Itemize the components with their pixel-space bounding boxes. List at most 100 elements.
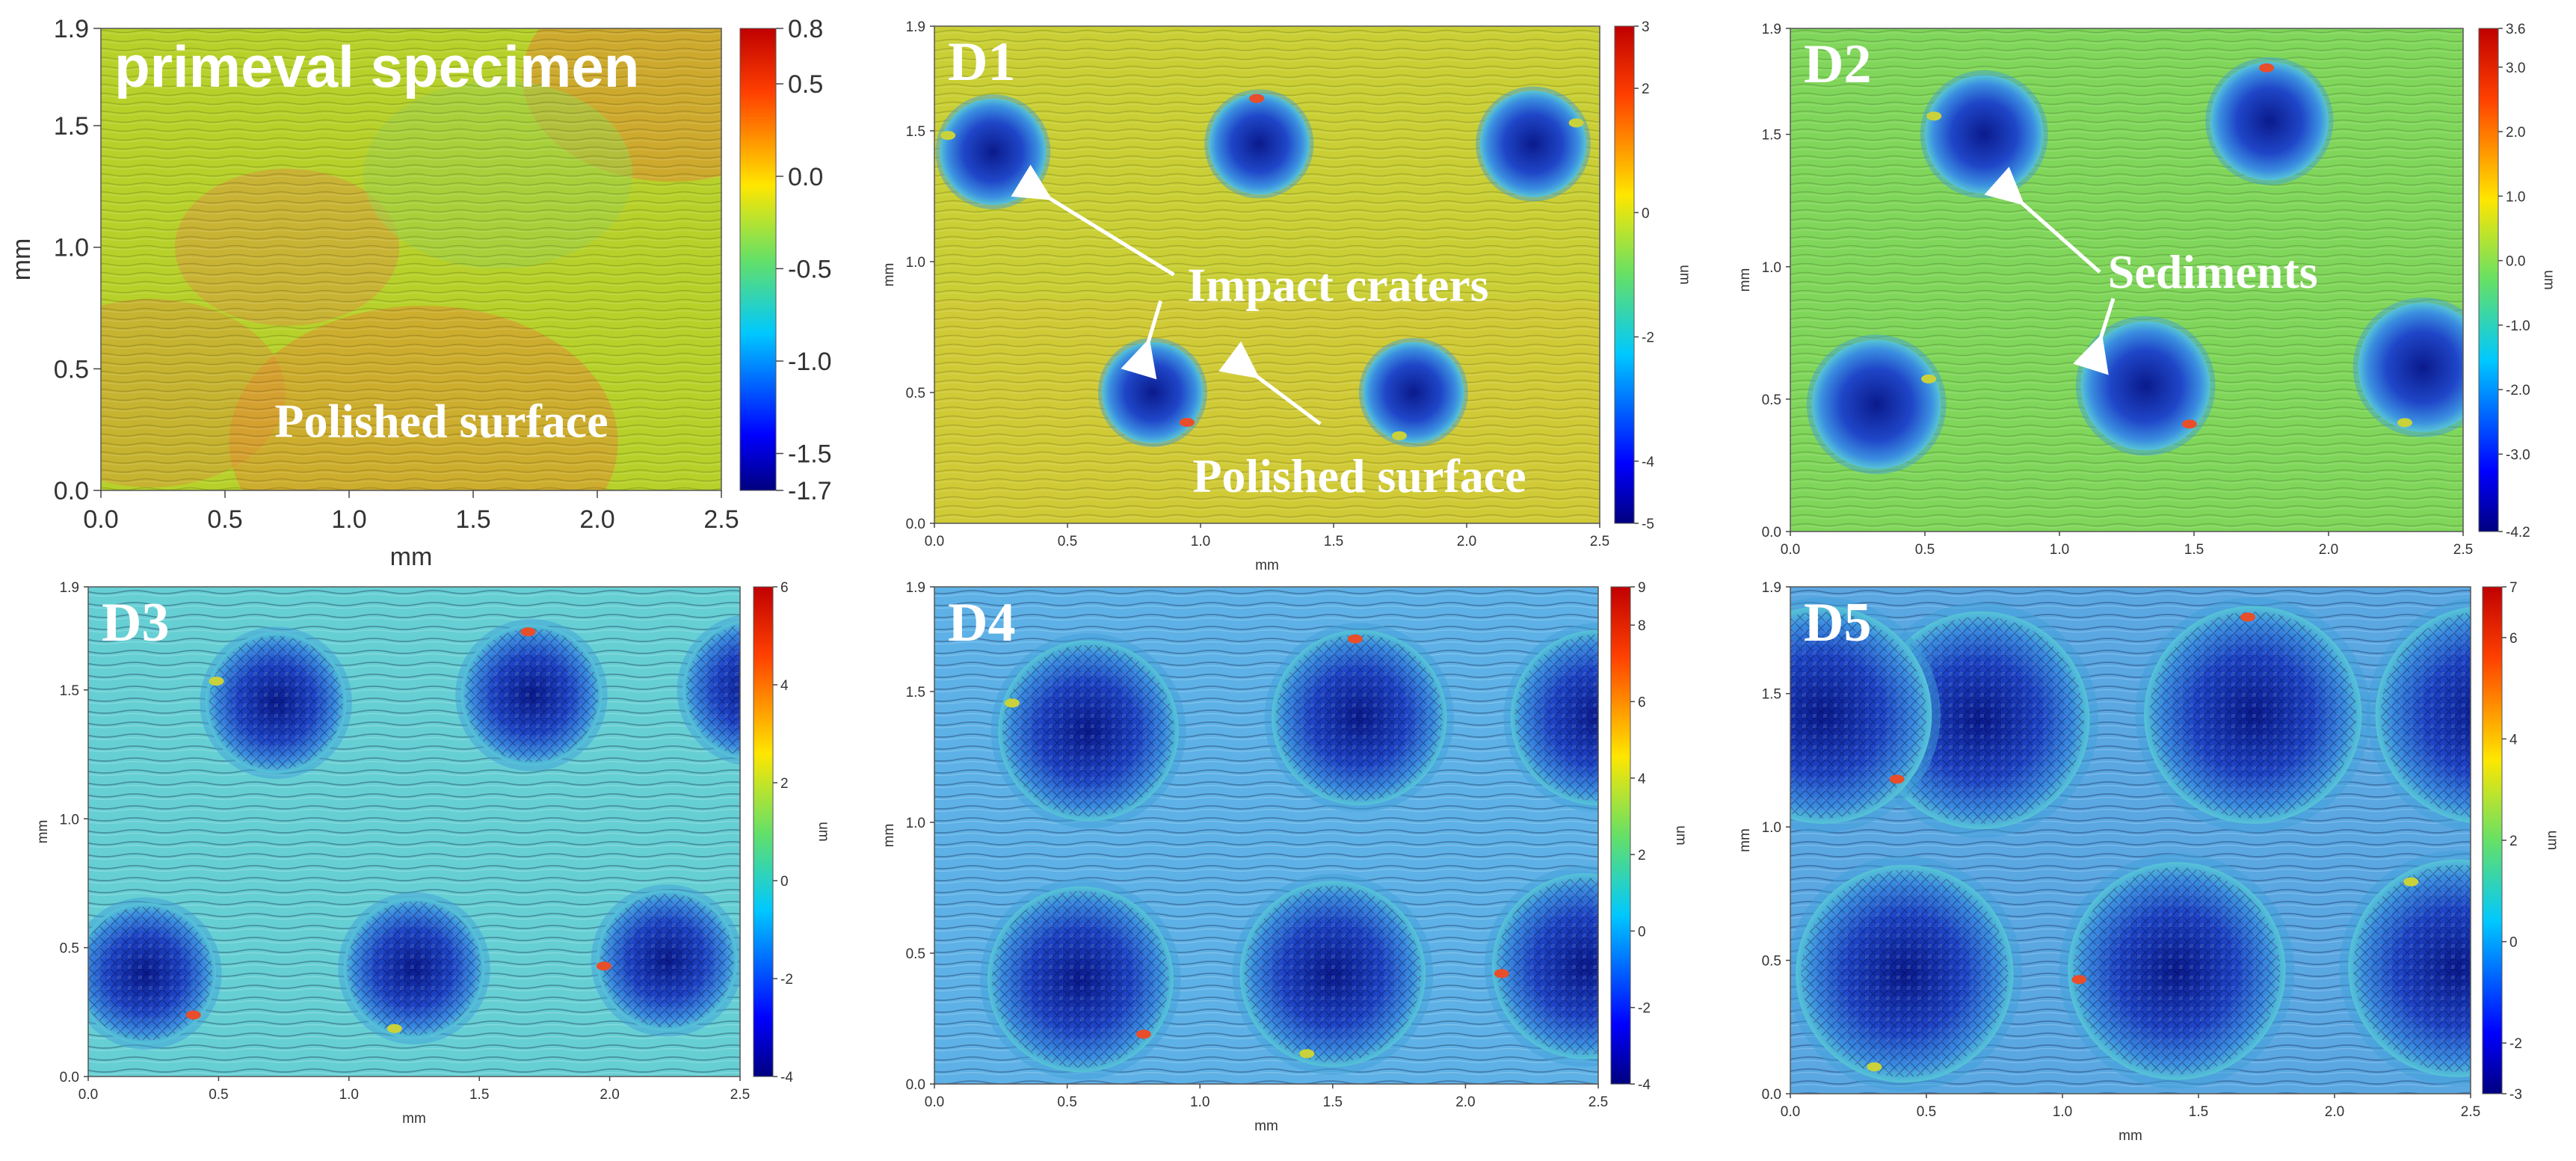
x-tick-label: 1.0 (2053, 1104, 2072, 1120)
panel-D1: D1 Impact craters Polished surface 0.0 0.5 1.… (881, 19, 1692, 573)
sediment-mark (520, 627, 536, 637)
colorbar-tick-label: 6 (2509, 631, 2518, 647)
x-tick-label: 0.0 (925, 1094, 944, 1110)
y-tick-label: 1.5 (1762, 128, 1781, 144)
sediment-mark (940, 131, 956, 141)
crater-texture (1002, 644, 1174, 817)
colorbar-tick-label: 3.6 (2506, 22, 2525, 37)
y-axis-label: mm (1737, 268, 1753, 292)
colorbar (739, 28, 777, 491)
y-tick-label: 1.9 (1762, 580, 1781, 596)
y-tick-label: 0.0 (54, 477, 89, 505)
y-tick-label: 1.5 (906, 685, 925, 700)
sediment-mark (1921, 374, 1937, 384)
sediment-mark (1494, 969, 1509, 979)
x-tick-label: 2.0 (2319, 542, 2338, 558)
x-tick-label: 2.0 (1455, 1094, 1475, 1110)
panel-title: primeval specimen (114, 34, 639, 99)
impact-crater (1925, 75, 2044, 194)
colorbar-tick-label: 4 (1638, 772, 1646, 787)
colorbar-unit-label: um (1677, 265, 1692, 284)
plot-frame (934, 586, 1599, 1085)
annotation-polished-surface: Polished surface (1192, 449, 1526, 502)
y-tick-label: 1.9 (1762, 22, 1781, 37)
colorbar-tick-label: -2 (1642, 330, 1654, 346)
annotation-arrow (1218, 341, 1322, 426)
panel-title: D3 (102, 592, 169, 653)
surface-texture (101, 28, 721, 490)
sediment-mark (2565, 668, 2576, 677)
colorbar-tick-label: 6 (1638, 695, 1646, 710)
annotation-arrow (2073, 298, 2116, 375)
colorbar-tick-label: 2 (1638, 848, 1646, 863)
y-axis-label: mm (881, 824, 897, 848)
colorbar-tick-label: 9 (1638, 580, 1646, 596)
x-axis-label: mm (2119, 1128, 2142, 1144)
y-axis-label: mm (35, 820, 51, 844)
colorbar-tick-label: 0.0 (788, 163, 823, 191)
sediment-mark (1179, 417, 1195, 427)
x-tick-label: 0.0 (1781, 1104, 1800, 1120)
annotation-arrow (1011, 164, 1175, 277)
x-axis-label: mm (390, 543, 433, 571)
impact-crater (1102, 342, 1204, 443)
annotation-arrow (1121, 300, 1162, 380)
colorbar-tick-label: 3.0 (2506, 61, 2525, 76)
sediment-mark (1926, 111, 1942, 121)
y-tick-label: 1.0 (1762, 260, 1781, 276)
plot-area (934, 26, 1600, 523)
sediment-mark (386, 1023, 402, 1033)
y-tick-label: 1.0 (906, 255, 925, 271)
annotation-polished-surface: Polished surface (274, 394, 608, 447)
x-axis-label: mm (1254, 1118, 1278, 1134)
sediment-mark (2259, 63, 2275, 73)
sediment-mark (596, 961, 611, 971)
colorbar-unit-label: um (2541, 270, 2557, 289)
y-tick-label: 1.5 (54, 112, 89, 141)
x-tick-label: 1.5 (469, 1087, 489, 1103)
panel-D5: D5 0.0 0.5 1.0 1.5 2.0 2.5 0.0 0.5 1.0 1.5 1.9 mm mm 7… (1737, 580, 2576, 1144)
colorbar-tick-label: 2 (780, 776, 789, 792)
x-tick-label: 2.5 (1590, 534, 1609, 549)
crater-texture (1515, 634, 1598, 801)
x-tick-label: 0.5 (207, 505, 242, 534)
crater-texture (88, 906, 213, 1041)
colorbar-unit-label: um (1673, 825, 1689, 845)
crater-texture (2073, 867, 2281, 1075)
x-tick-label: 2.5 (2453, 542, 2473, 558)
sediment-mark (1568, 118, 1584, 128)
colorbar-tick-label: 0.0 (2506, 254, 2525, 270)
sediment-mark (209, 677, 224, 686)
y-tick-label: 1.5 (1762, 687, 1781, 703)
x-tick-label: 1.0 (339, 1087, 359, 1103)
y-tick-label: 1.0 (54, 234, 89, 262)
y-tick-label: 0.0 (906, 517, 925, 532)
crater-texture (600, 893, 734, 1028)
crater-texture (209, 635, 343, 770)
plot-area (934, 587, 1598, 1084)
colorbar-tick-label: -1.7 (788, 477, 832, 505)
y-tick-label: 0.0 (1762, 525, 1781, 541)
colorbar-unit-label: um (2545, 831, 2560, 850)
crater-texture (992, 890, 1169, 1068)
colorbar-tick-label: 2 (2509, 834, 2518, 849)
sediment-mark (1004, 698, 1020, 708)
colorbar-tick-label: 0 (2509, 935, 2518, 951)
colorbar (2482, 586, 2503, 1094)
colorbar-tick-label: 1.0 (2506, 189, 2525, 205)
impact-crater (1208, 93, 1310, 195)
crater-texture (1497, 878, 1598, 1055)
x-tick-label: 2.5 (730, 1087, 750, 1103)
sediment-mark (1867, 1062, 1882, 1072)
colorbar-tick-label: 7 (2509, 580, 2518, 596)
impact-crater (2358, 303, 2463, 432)
x-tick-label: 0.5 (1917, 1104, 1936, 1120)
annotation-impact-craters: Impact craters (1187, 259, 1488, 312)
x-tick-label: 2.0 (600, 1087, 619, 1103)
x-tick-label: 0.0 (83, 505, 118, 534)
colorbar-tick-label: 8 (1638, 618, 1646, 634)
y-tick-label: 0.0 (60, 1070, 79, 1085)
plot-area (88, 587, 740, 1077)
panel-D4: D4 0.0 0.5 1.0 1.5 2.0 2.5 0.0 0.5 1.0 1.5 1.9 mm mm 9… (881, 580, 1689, 1134)
x-tick-label: 0.5 (1915, 542, 1935, 558)
